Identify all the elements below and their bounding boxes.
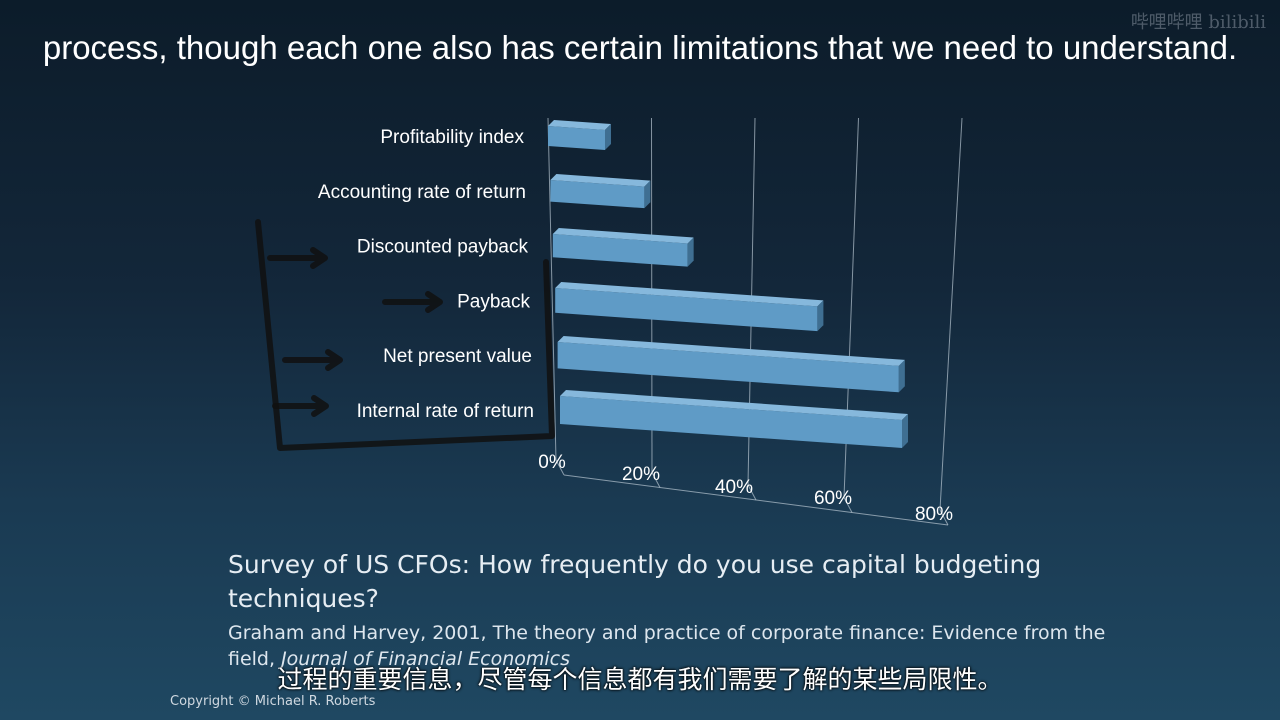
category-label: Profitability index xyxy=(380,127,524,148)
bar xyxy=(550,174,651,209)
bar-side xyxy=(605,123,611,150)
caption-top: process, though each one also has certai… xyxy=(42,29,1238,66)
floor-line xyxy=(651,472,661,488)
category-label: Accounting rate of return xyxy=(318,182,526,203)
caption-bottom: 过程的重要信息，尽管每个信息都有我们需要了解的某些局限性。 xyxy=(277,665,1003,694)
arrow-annotation xyxy=(382,291,443,313)
bar-face xyxy=(560,396,902,448)
survey-title: Survey of US CFOs: How frequently do you… xyxy=(228,550,1042,613)
bar-side xyxy=(687,237,694,267)
bar xyxy=(548,120,611,150)
category-label: Discounted payback xyxy=(357,237,529,258)
x-tick-label: 60% xyxy=(814,488,852,509)
bar xyxy=(560,390,908,448)
category-label: Internal rate of return xyxy=(357,401,534,422)
bar-side xyxy=(898,359,905,393)
bar-face xyxy=(550,180,645,209)
bar-side xyxy=(902,413,908,448)
bar-face xyxy=(555,288,818,332)
category-label: Net present value xyxy=(383,346,532,367)
bracket-annotation xyxy=(255,219,555,451)
arrow-annotation xyxy=(282,349,343,371)
bar xyxy=(552,228,694,267)
bar-top xyxy=(555,282,824,307)
x-tick-label: 0% xyxy=(538,452,566,473)
floor-line xyxy=(747,484,757,501)
copyright: Copyright © Michael R. Roberts xyxy=(170,694,376,709)
floor-line xyxy=(843,497,853,513)
bar-top xyxy=(548,120,611,130)
bar-chart: Profitability index Accounting rate of re… xyxy=(255,117,963,526)
arrow-annotation xyxy=(272,395,329,417)
citation-journal: Journal of Financial Economics xyxy=(281,648,571,670)
x-tick-label: 40% xyxy=(715,477,753,498)
bar-side xyxy=(817,300,824,332)
citation-text: Graham and Harvey, 2001, The theory and … xyxy=(228,622,1106,670)
category-label: Payback xyxy=(457,291,530,312)
watermark: 哔哩哔哩 bilibili xyxy=(1130,12,1266,33)
bar-face xyxy=(557,342,899,393)
x-tick-label: 80% xyxy=(915,504,953,525)
bar-face xyxy=(548,126,605,150)
citation: Graham and Harvey, 2001, The theory and … xyxy=(228,620,1128,672)
floor-front-edge xyxy=(563,474,949,526)
bar-side xyxy=(644,180,651,209)
bar-top xyxy=(550,174,651,187)
arrow-annotation xyxy=(267,247,328,269)
bar-top xyxy=(557,336,905,366)
floor-line xyxy=(555,459,565,476)
floor-line xyxy=(939,509,949,526)
bar xyxy=(557,336,905,393)
bar-top xyxy=(552,228,694,244)
bar-top xyxy=(560,390,908,420)
bar-face xyxy=(552,234,688,267)
gridline xyxy=(547,117,557,461)
gridline xyxy=(939,117,963,511)
x-tick-label: 20% xyxy=(622,464,660,485)
bar xyxy=(555,282,824,332)
